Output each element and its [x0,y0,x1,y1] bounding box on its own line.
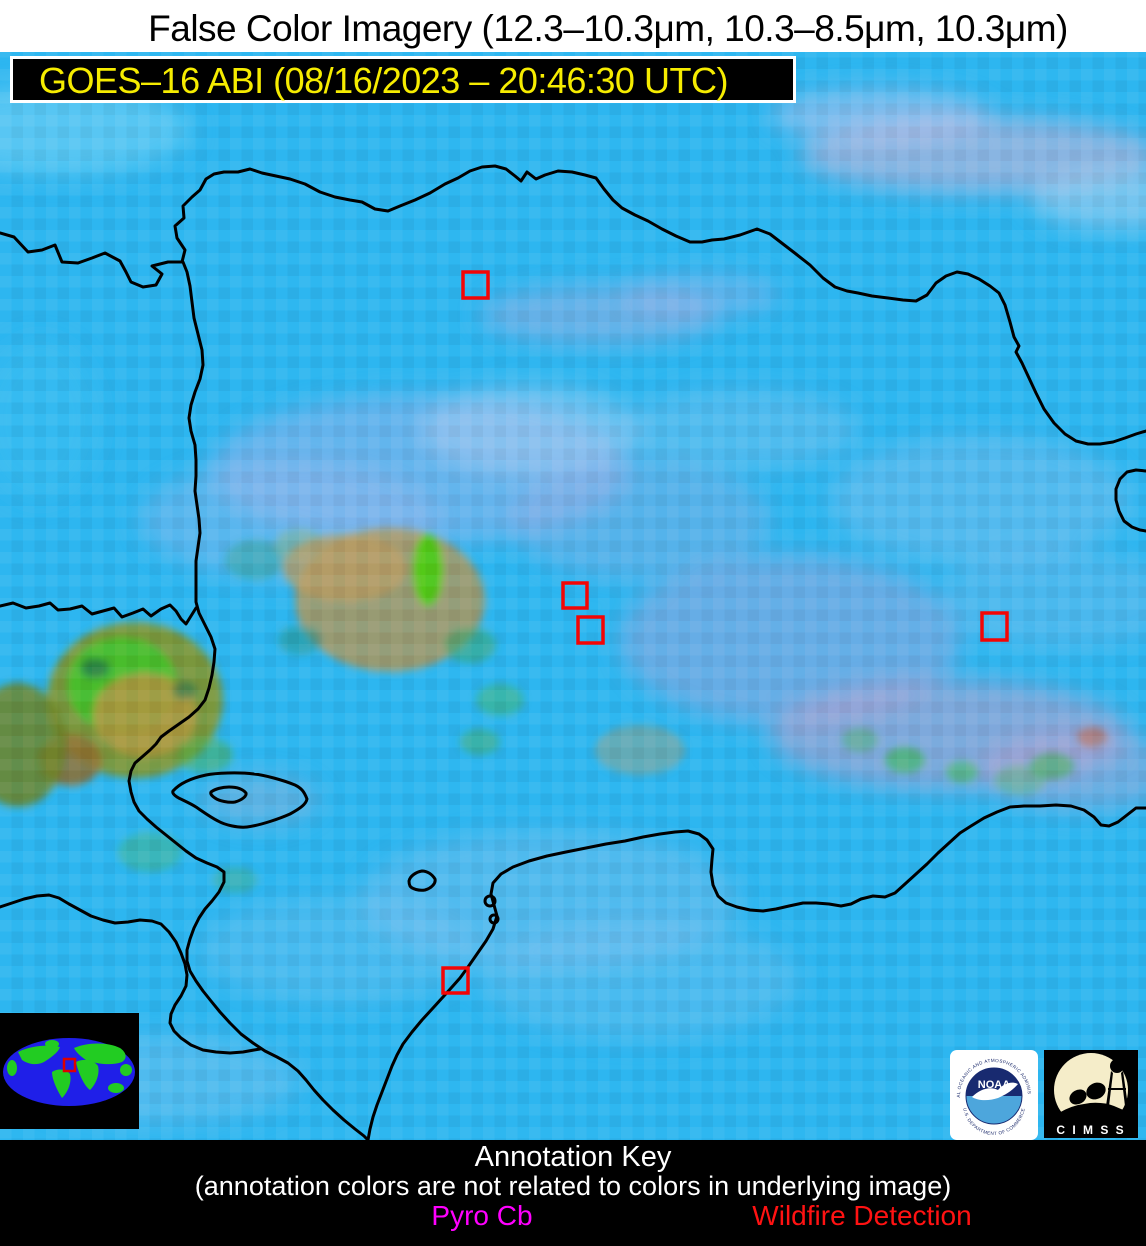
annotation-key-legend: Pyro Cb Wildfire Detection [0,1201,1146,1233]
legend-wildfire-detection: Wildfire Detection [752,1200,972,1231]
cimss-silhouette [1054,1056,1128,1128]
wildfire-markers [441,270,1009,995]
wildfire-marker [561,581,589,610]
legend-pyro-cb: Pyro Cb [431,1200,533,1231]
page-title: False Color Imagery (12.3–10.3μm, 10.3–8… [148,8,1068,49]
timestamp-banner: GOES–16 ABI (08/16/2023 – 20:46:30 UTC) [10,56,796,103]
coastline-overlay [0,164,1146,1140]
satellite-imagery-map: NOAA NATIONAL OCEANIC AND ATMOSPHERIC AD… [0,52,1146,1140]
globe-continents [7,1040,132,1098]
coastline-west [127,260,370,1140]
annotation-key-heading: Annotation Key [474,1141,672,1173]
coastline-north [0,164,1146,446]
small-island [407,869,437,892]
annotation-key-bar: Annotation Key (annotation colors are no… [0,1140,1146,1246]
noaa-bird-icon [972,1082,1018,1101]
world-inset-globe [0,1013,139,1129]
timestamp-banner-text: GOES–16 ABI (08/16/2023 – 20:46:30 UTC) [39,60,728,101]
wildfire-marker [576,615,605,645]
wildfire-marker [980,611,1009,642]
noaa-wordmark: NOAA [978,1079,1010,1091]
coastline-east-hook [1114,468,1146,533]
lake-outline [171,771,309,829]
islet-2 [488,913,500,925]
title-bar: False Color Imagery (12.3–10.3μm, 10.3–8… [0,0,1146,52]
annotation-key-note: (annotation colors are not related to co… [194,1171,952,1201]
wildfire-marker [461,270,490,300]
wildfire-marker [441,966,470,995]
cimss-wordmark: C I M S S [1056,1123,1125,1137]
pixel-mosaic-overlay [0,52,1146,1140]
islet-1 [483,894,497,908]
lake-island-outline [209,785,248,804]
coastline-south-peninsula [0,893,262,1055]
globe-region-marker [62,1057,77,1073]
coastline-south-east [366,803,1146,1140]
globe-marker-square [62,1057,77,1073]
cimss-logo: C I M S S [1044,1050,1138,1138]
coastline-gulf-north-shore [0,601,198,626]
